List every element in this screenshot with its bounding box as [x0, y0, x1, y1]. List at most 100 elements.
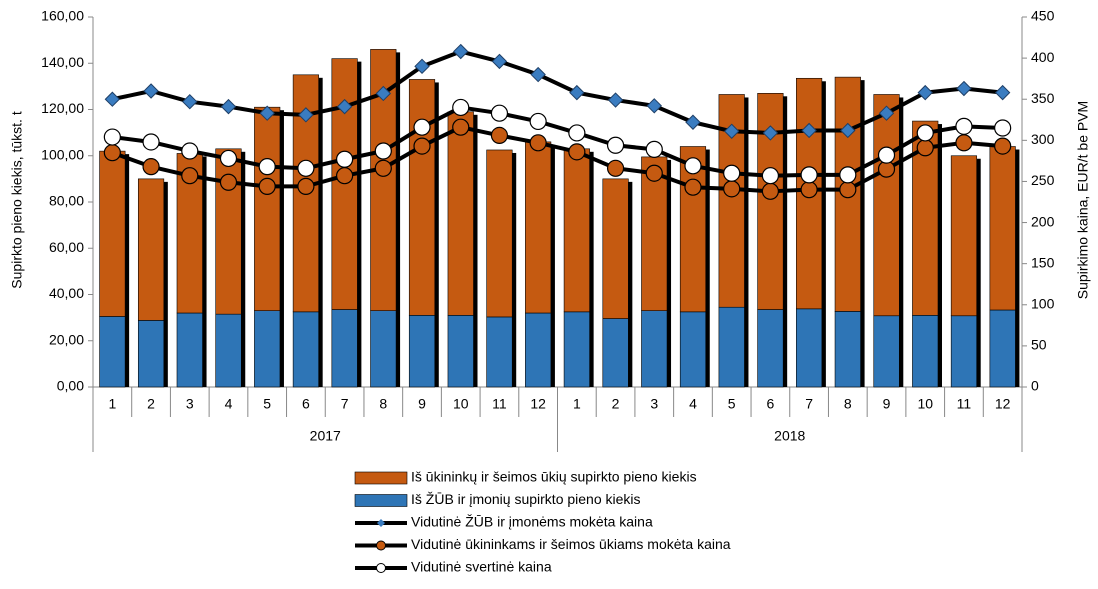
bar [641, 310, 668, 388]
line [112, 105, 1003, 178]
x-tick-label: 11 [492, 396, 507, 412]
x-tick-label: 1 [108, 396, 116, 412]
x-tick-label: 7 [805, 396, 813, 412]
bar [215, 313, 242, 388]
point [877, 146, 896, 164]
point [955, 134, 973, 152]
point [375, 85, 392, 102]
bar [950, 155, 978, 317]
point [181, 142, 199, 160]
point [258, 177, 276, 195]
legend-swatch [354, 471, 408, 485]
point [684, 157, 702, 175]
legend-marker [377, 519, 385, 527]
point [142, 158, 160, 176]
line [111, 49, 1003, 135]
x-tick-label: 3 [650, 396, 658, 412]
point [143, 83, 159, 99]
bar [679, 311, 707, 388]
point [103, 128, 121, 146]
bar [408, 315, 436, 388]
point [413, 118, 431, 136]
bar [137, 320, 165, 388]
point [336, 98, 353, 115]
point [452, 118, 470, 136]
y2-tick-label: 350 [1031, 90, 1055, 106]
legend-swatch [354, 494, 408, 507]
point [297, 177, 315, 195]
point [374, 159, 392, 177]
y-tick-label: 100,00 [41, 146, 84, 162]
y2-tick-label: 400 [1031, 49, 1055, 65]
x-tick-label: 2 [147, 396, 155, 412]
point [645, 164, 663, 182]
bar [370, 310, 397, 388]
point [529, 134, 547, 152]
point [219, 173, 238, 191]
bar [834, 311, 861, 388]
point [452, 98, 470, 117]
legend-marker [376, 563, 386, 573]
point [839, 166, 857, 184]
x-tick-label: 12 [995, 396, 1011, 412]
point [801, 122, 817, 139]
bar [602, 178, 629, 319]
x-tick-label: 3 [186, 396, 194, 412]
bar [254, 106, 281, 311]
point [374, 142, 392, 160]
y-tick-label: 140,00 [41, 54, 84, 70]
point [491, 53, 508, 70]
point [646, 98, 662, 114]
bar [873, 315, 900, 388]
x-tick-label: 4 [225, 396, 233, 412]
point [917, 84, 933, 101]
bar [176, 312, 203, 388]
x-tick-label: 9 [883, 396, 891, 412]
y-axis-label: Supirkto pieno kiekis, tūkst. t [9, 111, 25, 289]
x-tick-label: 1 [573, 396, 581, 412]
point [219, 149, 238, 168]
x-tick-label: 2 [612, 396, 620, 412]
bar [525, 141, 552, 314]
y2-axis-label: Supirkimo kaina, EUR/t be PVM [1075, 101, 1091, 299]
point [220, 98, 237, 115]
legend-label: Vidutinė svertinė kaina [411, 559, 552, 575]
point [606, 136, 625, 154]
bar [757, 309, 784, 388]
point [800, 166, 818, 184]
x-tick-label: 8 [379, 396, 387, 412]
point [530, 66, 546, 83]
bar [486, 316, 513, 388]
y2-tick-label: 150 [1031, 254, 1055, 270]
bar [447, 111, 474, 316]
point [956, 80, 972, 97]
point [414, 58, 430, 75]
point [490, 104, 509, 122]
bar [99, 316, 126, 388]
x-tick-label: 10 [917, 396, 933, 412]
point [182, 93, 198, 110]
bar [641, 156, 668, 311]
y-tick-label: 120,00 [41, 100, 84, 116]
point [761, 182, 779, 200]
x-tick-label: 4 [689, 396, 697, 412]
bar [292, 311, 319, 388]
point [606, 159, 625, 177]
point [723, 180, 741, 198]
point [800, 181, 818, 199]
point [723, 164, 741, 182]
point [878, 105, 895, 121]
x-tick-label: 10 [453, 396, 469, 412]
x-tick-label: 5 [263, 396, 271, 412]
point [529, 112, 547, 131]
x-tick-label: 9 [418, 396, 426, 412]
bar [408, 79, 436, 316]
bar [563, 148, 590, 313]
y-tick-label: 0,00 [57, 378, 84, 394]
point [103, 144, 121, 162]
point [568, 143, 586, 161]
bar [525, 312, 552, 388]
point [955, 117, 973, 135]
point [413, 137, 431, 155]
x-tick-label: 5 [728, 396, 736, 412]
